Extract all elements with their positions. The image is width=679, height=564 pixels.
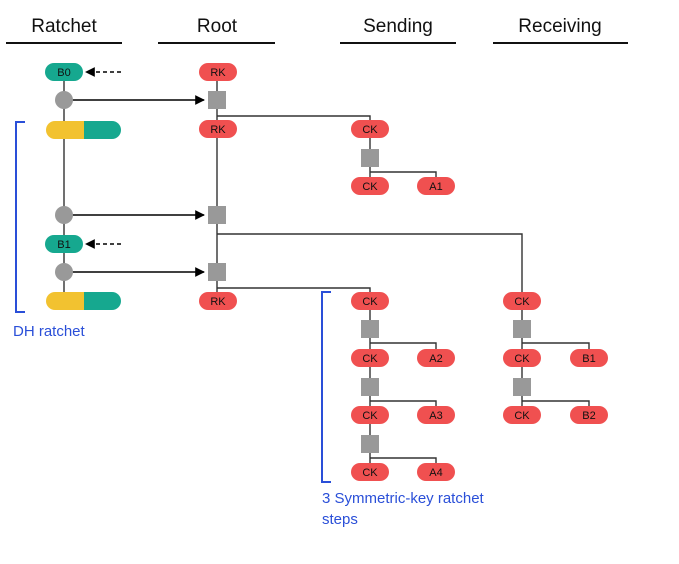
dh-ratchet-bracket [15,121,25,313]
message-key-a2-label: A2 [429,353,442,365]
recv-chain-key-2-label: CK [514,353,530,365]
header-root: Root [197,16,238,37]
kdf-boxes [208,91,531,453]
kdf-box-root-2 [208,206,226,224]
header-ratchet: Ratchet [31,16,97,37]
message-key-a3-label: A3 [429,410,442,422]
kdf-box-recv-2 [513,378,531,396]
send-chain-key-1-label: CK [362,124,378,136]
recv-message-key-b1-label: B1 [582,353,595,365]
recv-chain-key-1: CK [503,292,541,310]
recv-chain-key-3-label: CK [514,410,530,422]
send-chain-key-4-label: CK [362,353,378,365]
kdf-box-send-1 [361,149,379,167]
dh-ratchet-label: DH ratchet [13,323,86,340]
recv-message-key-b2-label: B2 [582,410,595,422]
recv-message-key-b2: B2 [570,406,608,424]
dh-circle-1 [55,91,73,109]
ratchet-keypair-1 [46,121,121,139]
send-chain-key-1: CK [351,120,389,138]
header-receiving: Receiving [518,16,601,37]
kdf-box-root-3 [208,263,226,281]
ratchet-key-b1: B1 [45,235,83,253]
symmetric-ratchet-label-line2: steps [322,511,358,528]
ratchet-key-b0: B0 [45,63,83,81]
root-key-3-label: RK [210,296,226,308]
send-chain-key-6-label: CK [362,467,378,479]
send-chain-key-5: CK [351,406,389,424]
message-key-a1: A1 [417,177,455,195]
ratchet-key-b0-label: B0 [57,67,70,79]
kdf-box-send-4 [361,435,379,453]
kdf-box-send-2 [361,320,379,338]
root-key-1-label: RK [210,67,226,79]
recv-chain-key-3: CK [503,406,541,424]
send-chain-key-4: CK [351,349,389,367]
root-key-2-label: RK [210,124,226,136]
send-chain-key-2-label: CK [362,181,378,193]
root-key-3: RK [199,292,237,310]
recv-chain-key-2: CK [503,349,541,367]
root-key-1: RK [199,63,237,81]
kdf-box-root-1 [208,91,226,109]
ratchet-keypair-2 [46,292,121,310]
dh-circle-2 [55,206,73,224]
recv-chain-key-1-label: CK [514,296,530,308]
dh-circle-3 [55,263,73,281]
message-key-a2: A2 [417,349,455,367]
message-key-a4-label: A4 [429,467,442,479]
kdf-box-recv-1 [513,320,531,338]
send-chain-key-5-label: CK [362,410,378,422]
kdf-box-send-3 [361,378,379,396]
send-chain-key-6: CK [351,463,389,481]
send-chain-key-2: CK [351,177,389,195]
send-chain-key-3: CK [351,292,389,310]
header-sending: Sending [363,16,433,37]
root-key-2: RK [199,120,237,138]
symmetric-ratchet-label-line1: 3 Symmetric-key ratchet [322,490,485,507]
message-key-a3: A3 [417,406,455,424]
message-key-a1-label: A1 [429,181,442,193]
recv-message-key-b1: B1 [570,349,608,367]
symmetric-ratchet-bracket [321,291,331,483]
send-chain-key-3-label: CK [362,296,378,308]
ratchet-key-b1-label: B1 [57,239,70,251]
message-key-a4: A4 [417,463,455,481]
